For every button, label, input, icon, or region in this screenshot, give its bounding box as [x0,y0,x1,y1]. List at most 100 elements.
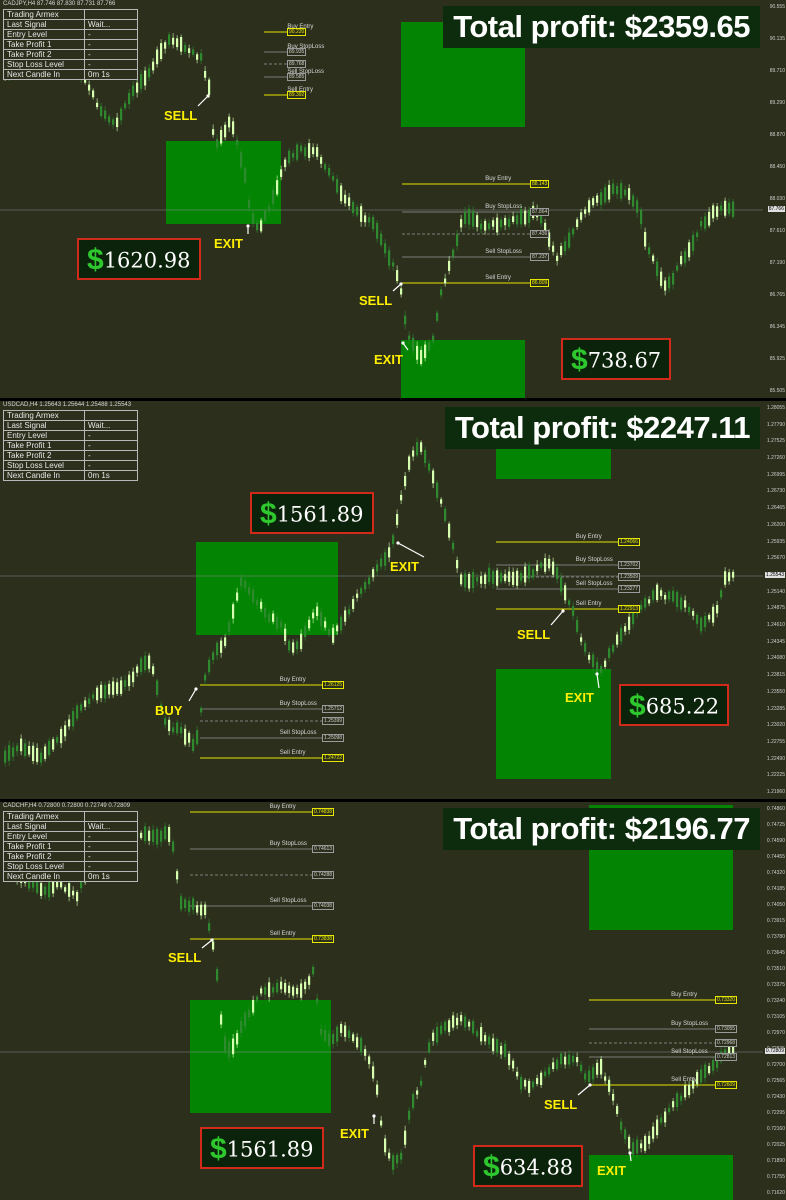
axis-price-label: 0.73240 [766,998,785,1004]
info-key: Stop Loss Level [3,460,85,471]
axis-price-label: 0.73645 [766,950,785,956]
axis-price-label: 89.710 [769,68,785,74]
level-label: Buy Entry [575,534,602,540]
info-row: Take Profit 1- [3,841,138,852]
current-price-tag: 0.72809 [764,1048,785,1054]
level-price-tag: 89.935 [287,48,307,56]
dollar-icon: $ [87,243,104,277]
info-value: 0m 1s [84,871,138,882]
info-value: 0m 1s [84,69,138,80]
level-label: Buy Entry [671,992,698,998]
signal-arrow-2 [392,283,402,292]
axis-price-label: 0.74860 [766,806,785,812]
chart-panel-usdcad[interactable]: 1.28055 1.27790 1.27525 1.27260 1.26995 1.267… [0,401,786,799]
axis-price-label: 1.23550 [766,688,785,695]
info-value: - [84,851,138,862]
chart-panel-cadjpy[interactable]: 90.555 90.135 89.710 89.290 88.870 88.450 88.0… [0,0,786,398]
info-key: Next Candle In [3,69,85,80]
axis-price-label: 0.74320 [766,870,785,876]
price-chart[interactable] [0,802,786,1200]
info-value [84,410,138,421]
trade-zone-0 [190,1000,331,1113]
axis-price-label: 0.73780 [766,934,785,940]
axis-price-label: 89.290 [769,100,785,106]
axis-price-label: 1.27525 [766,438,785,445]
info-key: Take Profit 1 [3,39,85,50]
axis-price-label: 90.135 [769,36,785,42]
axis-price-label: 1.24875 [766,605,785,612]
axis-price-label: 86.345 [769,324,785,330]
dollar-icon: $ [260,497,277,531]
info-key: Take Profit 2 [3,851,85,862]
axis-price-label: 88.870 [769,132,785,138]
info-row: Trading Armex [3,9,138,20]
info-value: 0m 1s [84,470,138,481]
info-value [84,9,138,20]
info-row: Entry Level - [3,29,138,40]
symbol-line: CADCHF,H4 0.72800 0.72800 0.72749 0.7280… [3,803,131,809]
info-key: Entry Level [3,831,85,842]
axis-price-label: 0.72430 [766,1094,785,1100]
level-label: Sell StopLoss [279,730,317,736]
trade-zone-2 [589,1155,733,1200]
level-price-tag: 1.23509 [618,573,641,581]
chart-panel-cadchf[interactable]: 0.74860 0.74725 0.74590 0.74455 0.74320 0.741… [0,802,786,1200]
level-label: Sell Entry [269,931,296,937]
axis-price-label: 1.26465 [766,505,785,512]
axis-price-label: 90.555 [769,4,785,10]
info-key: Take Profit 1 [3,841,85,852]
level-label: Buy StopLoss [287,44,325,50]
info-key: Take Profit 1 [3,440,85,451]
info-row: Take Profit 1- [3,39,138,50]
signal-arrow-head-0 [210,938,214,942]
info-row: Last Signal Wait... [3,420,138,431]
level-price-tag: 87.864 [530,208,550,216]
info-value: - [84,440,138,451]
level-price-tag: 89.392 [287,91,307,99]
trade-zone-2 [496,669,611,779]
axis-price-label: 0.74455 [766,854,785,860]
info-row: Next Candle In 0m 1s [3,470,138,481]
axis-price-label: 1.25935 [766,538,785,545]
axis-price-label: 1.22755 [766,738,785,745]
trade-zone-0 [166,141,281,224]
trade-zone-2 [401,340,525,398]
level-price-tag: 1.22913 [618,605,641,613]
info-row: Last Signal Wait... [3,19,138,30]
signal-label-exit: EXIT [565,690,594,705]
current-price-tag: 1.25543 [764,572,785,578]
axis-price-label: 1.22490 [766,755,785,762]
signal-arrow-0 [201,939,213,949]
level-price-tag: 87.436 [530,230,550,238]
info-value: - [84,861,138,872]
level-label: Sell Entry [671,1077,697,1083]
axis-price-label: 87.610 [769,228,785,234]
axis-price-label: 0.72700 [766,1062,785,1068]
signal-label-exit: EXIT [597,1163,626,1178]
level-price-tag: 1.25098 [322,734,345,742]
level-label: Sell StopLoss [575,581,613,587]
info-row: Entry Level - [3,430,138,441]
level-label: Buy StopLoss [279,701,317,707]
level-price-tag: 1.24722 [322,754,345,762]
dollar-icon: $ [210,1132,227,1166]
dollar-icon: $ [571,343,588,377]
total-profit-banner: Total profit: $2247.11 [444,407,760,449]
info-key: Trading Armex [3,811,85,822]
signal-arrow-head-2 [399,282,403,286]
info-panel: Trading Armex Last Signal Wait... Entry Lev… [3,9,138,80]
level-label: Sell StopLoss [269,898,307,904]
price-chart[interactable] [0,401,786,799]
trade-profit-box: $634.88 [473,1145,584,1187]
signal-arrow-head-3 [595,672,599,676]
info-key: Next Candle In [3,871,85,882]
price-axis: 1.28055 1.27790 1.27525 1.27260 1.26995 1.267… [764,401,786,799]
axis-price-label: 0.72025 [766,1142,785,1148]
axis-price-label: 0.74725 [766,822,785,828]
info-row: Take Profit 2- [3,450,138,461]
axis-price-label: 1.25140 [766,588,785,595]
info-row: Next Candle In 0m 1s [3,871,138,882]
info-value: Wait... [84,19,138,30]
info-key: Trading Armex [3,9,85,20]
level-price-tag: 1.25399 [322,717,345,725]
